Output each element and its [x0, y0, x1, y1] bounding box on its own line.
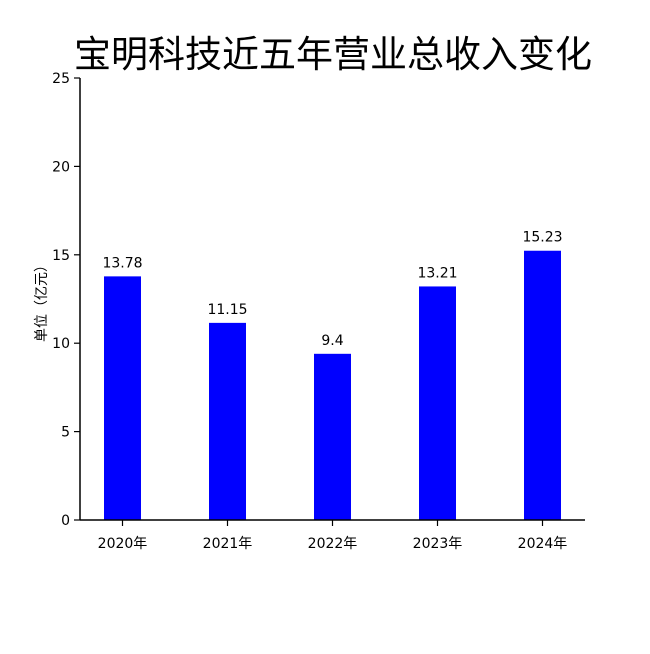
- y-axis-label: 单位（亿元）: [34, 258, 50, 342]
- y-tick-label: 20: [52, 159, 70, 175]
- x-tick-label: 2020年: [98, 536, 148, 552]
- x-tick-label: 2023年: [413, 536, 463, 552]
- bar: [314, 353, 351, 520]
- bar: [209, 322, 246, 520]
- bar: [419, 286, 456, 520]
- bar-value-label: 11.15: [207, 302, 247, 318]
- bar: [524, 250, 561, 521]
- bar-value-label: 15.23: [522, 230, 562, 246]
- y-tick-label: 5: [61, 425, 70, 441]
- bars: [104, 250, 561, 521]
- x-tick-label: 2024年: [518, 536, 568, 552]
- y-tick-label: 10: [52, 336, 70, 352]
- y-axis-ticks: 0 5 10 15 20 25: [52, 71, 80, 529]
- bar: [104, 276, 141, 520]
- x-tick-label: 2021年: [203, 536, 253, 552]
- y-tick-label: 0: [61, 513, 70, 529]
- bar-value-label: 9.4: [321, 333, 343, 349]
- chart-title: 宝明科技近五年营业总收入变化: [74, 33, 592, 76]
- y-tick-label: 25: [52, 71, 70, 87]
- x-tick-label: 2022年: [308, 536, 358, 552]
- value-labels: 13.78 11.15 9.4 13.21 15.23: [102, 230, 562, 349]
- y-tick-label: 15: [52, 248, 70, 264]
- bar-value-label: 13.78: [102, 255, 142, 271]
- bar-value-label: 13.21: [417, 265, 457, 281]
- x-axis-ticks: 2020年 2021年 2022年 2023年 2024年: [98, 520, 568, 552]
